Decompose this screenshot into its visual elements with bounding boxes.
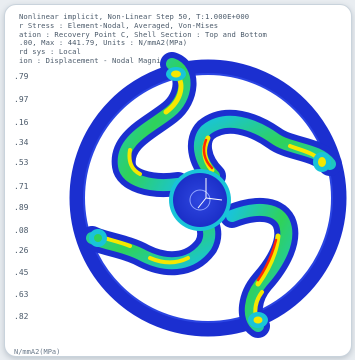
hub-bore bbox=[189, 189, 211, 211]
spoke-arms bbox=[80, 52, 342, 338]
legend-value-4: .34 bbox=[14, 138, 29, 147]
legend-value-2: .97 bbox=[14, 95, 29, 104]
header-line-3: ation : Recovery Point C, Shell Section … bbox=[19, 29, 267, 39]
header-line-4: .00, Max : 441.79, Units : N/mmA2(MPa) bbox=[19, 38, 188, 48]
legend-value-6: .71 bbox=[14, 182, 29, 191]
legend-value-12: .82 bbox=[14, 312, 29, 321]
header-line-5: rd sys : Local bbox=[19, 47, 81, 57]
legend-value-9: .26 bbox=[14, 246, 29, 255]
legend-value-3: .16 bbox=[14, 118, 29, 127]
header-line-6: ion : Displacement - Nodal Magnitude bbox=[19, 55, 179, 65]
ring-inner-edge bbox=[83, 73, 333, 323]
legend-value-5: .53 bbox=[14, 158, 29, 167]
header-line-2: r Stress : Element-Nodal, Averaged, Von-… bbox=[19, 20, 219, 30]
legend-value-11: .63 bbox=[14, 290, 29, 299]
legend-value-10: .45 bbox=[14, 268, 29, 277]
legend-value-1: .79 bbox=[14, 72, 29, 81]
unit-label: N/mmA2(MPa) bbox=[14, 348, 61, 356]
legend-value-7: .89 bbox=[14, 203, 29, 212]
attachment-points bbox=[89, 67, 331, 328]
header-line-1: Nonlinear implicit, Non-Linear Step 50, … bbox=[19, 12, 250, 21]
result-header: Nonlinear implicit, Non-Linear Step 50, … bbox=[19, 12, 351, 66]
outer-ring bbox=[69, 59, 347, 337]
coordinate-triad-icon bbox=[197, 178, 223, 209]
legend-value-8: .08 bbox=[14, 226, 29, 235]
hub bbox=[173, 173, 227, 227]
